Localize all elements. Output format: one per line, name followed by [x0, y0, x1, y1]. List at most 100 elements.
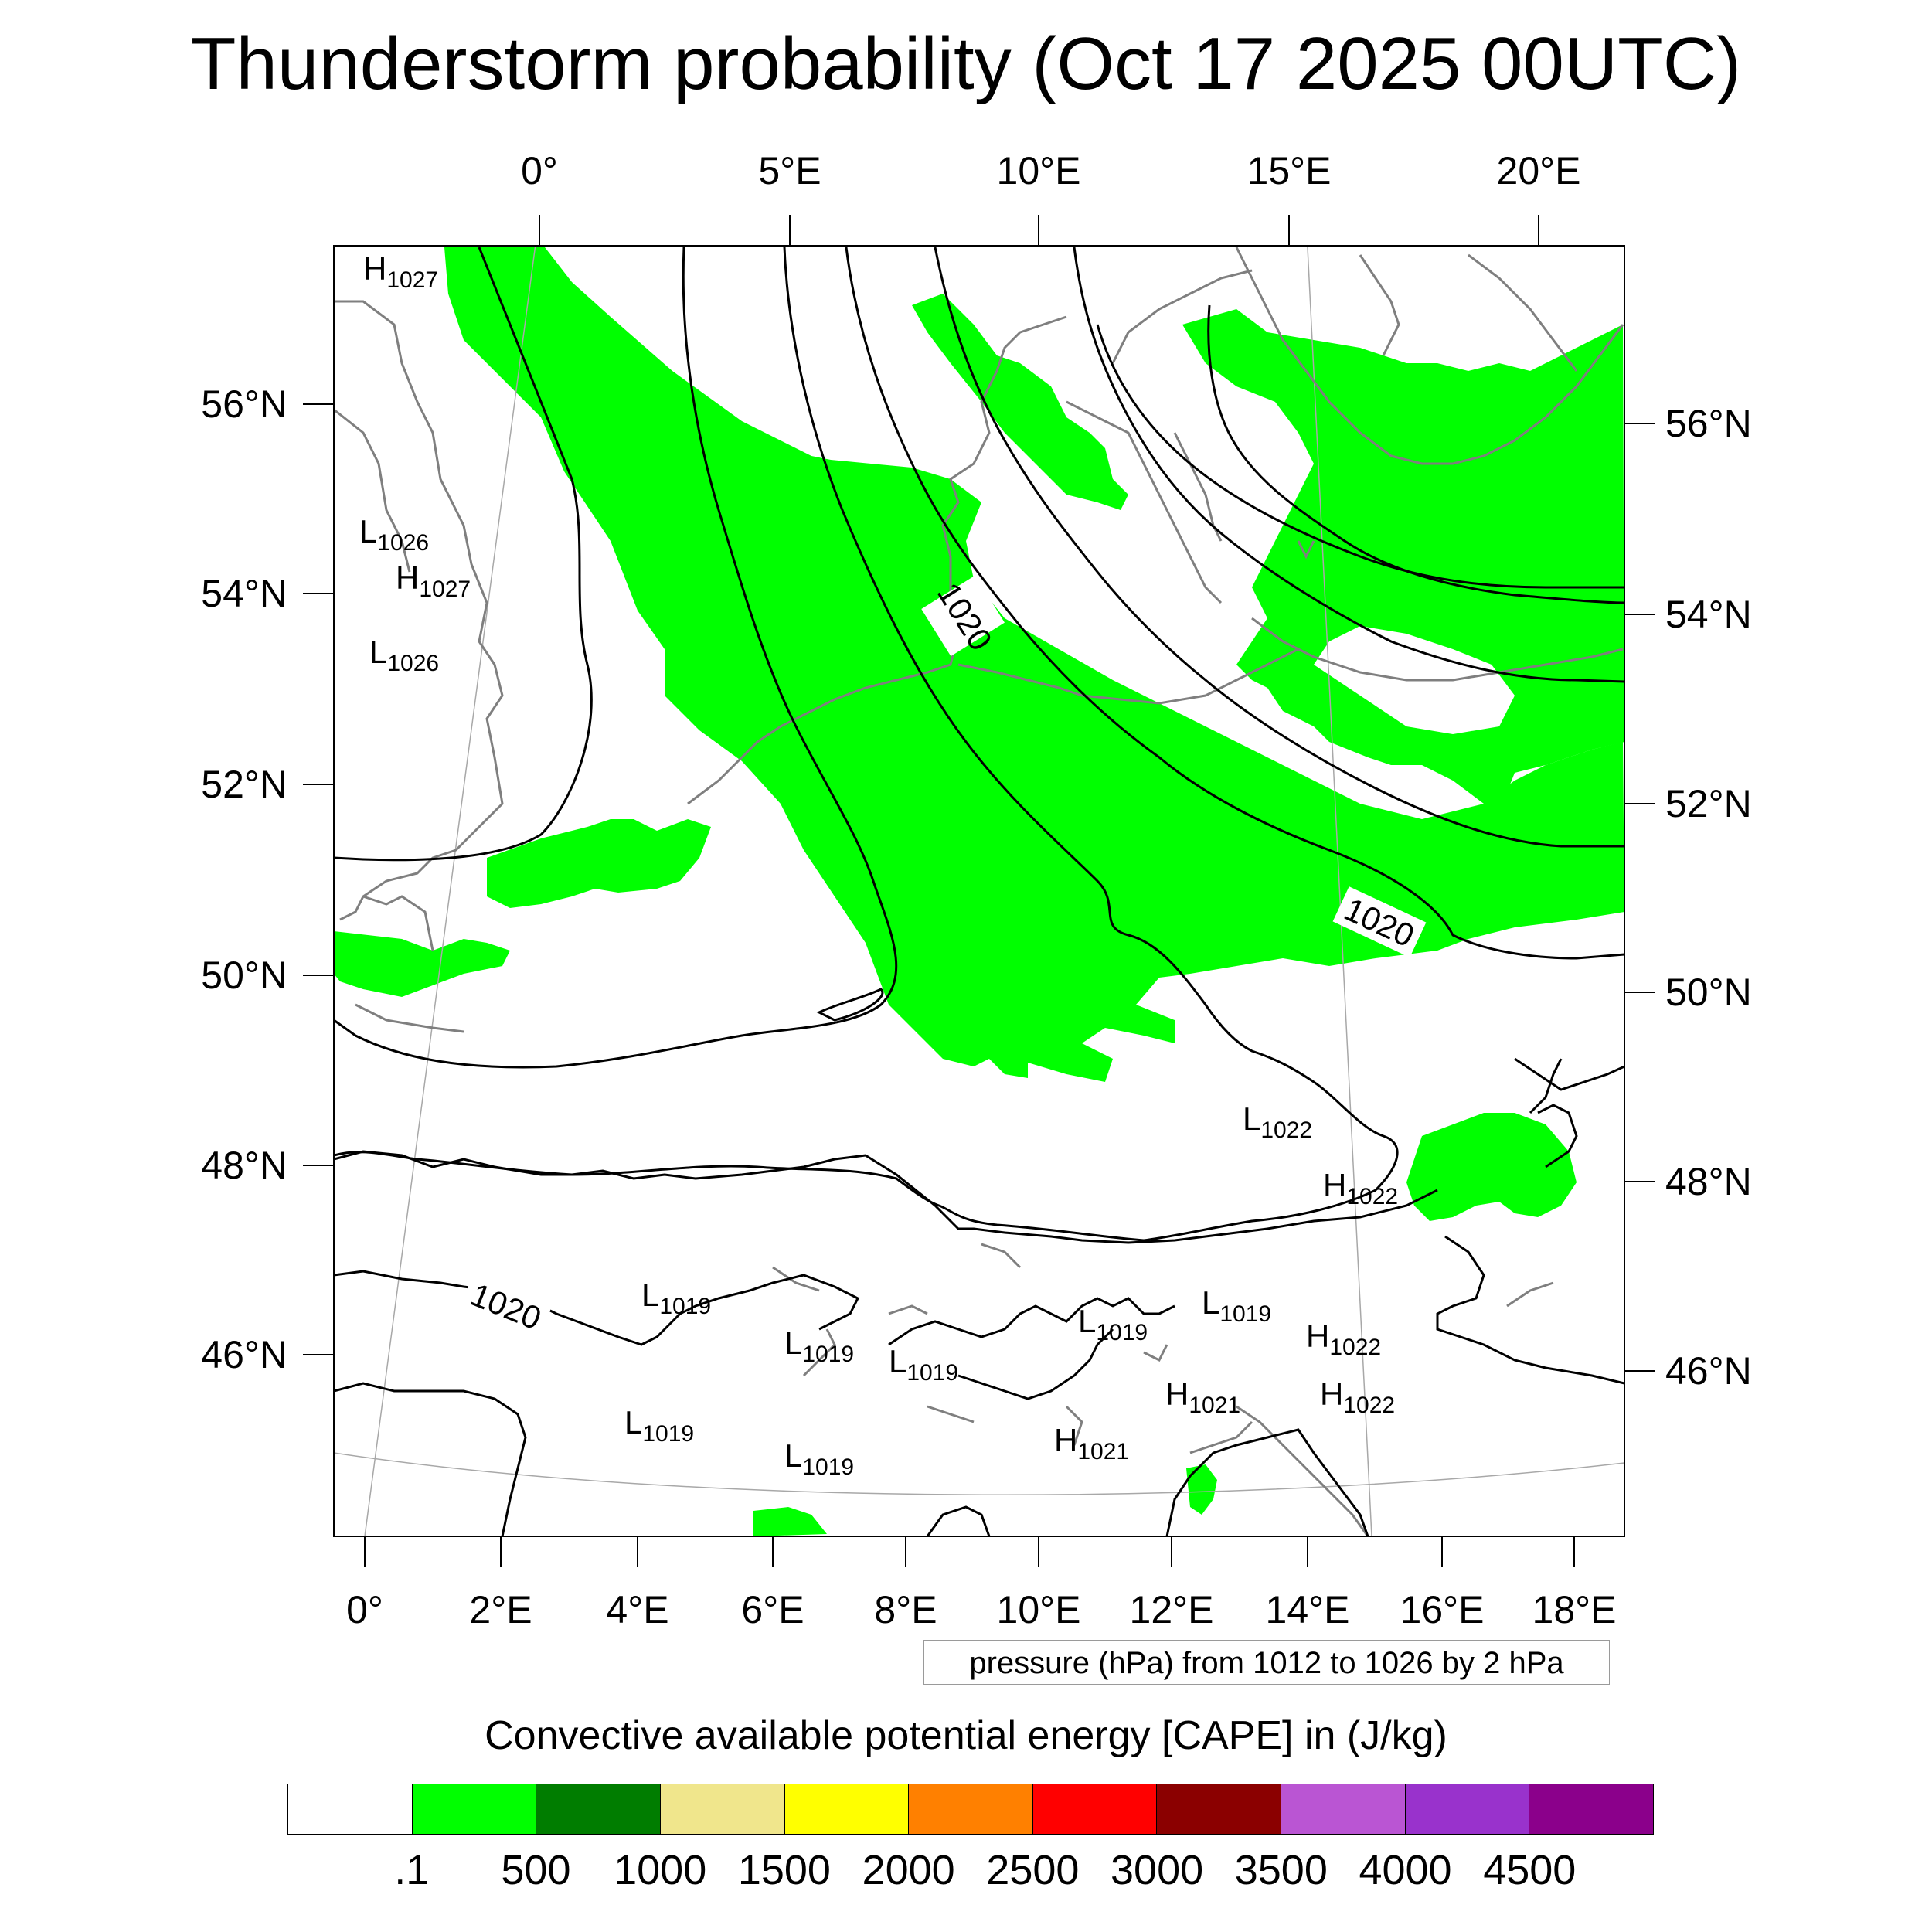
plot-frame — [333, 245, 1625, 1537]
bottom-lon-label: 4°E — [606, 1588, 668, 1631]
colorbar-labels: .1 500 1000 1500 2000 2500 3000 3500 4000 4500 — [287, 1845, 1654, 1900]
isobar — [334, 247, 898, 1069]
right-lat-label: 52°N — [1665, 782, 1752, 825]
cape-alps — [1186, 1464, 1217, 1515]
colorbar-box — [784, 1784, 910, 1834]
colorbar-label: 3500 — [1234, 1847, 1328, 1893]
isobar — [334, 247, 1399, 1242]
colorbar-label: 500 — [501, 1847, 571, 1893]
top-lon-label: 5°E — [758, 149, 821, 192]
pressure-center: L1026 — [369, 634, 439, 676]
left-lat-label: 54°N — [201, 572, 287, 615]
colorbar-box — [1529, 1784, 1654, 1834]
isobar — [334, 1382, 527, 1536]
pressure-center: L1019 — [1202, 1284, 1271, 1327]
isobar — [934, 247, 1624, 848]
pressure-centers: H1027 L1026 H1027 L1026 L1022 H1022 L101… — [359, 250, 1398, 1480]
cape-south — [753, 1507, 827, 1536]
right-lat-label: 48°N — [1665, 1160, 1752, 1203]
bottom-lon-label: 14°E — [1266, 1588, 1350, 1631]
pressure-center: L1019 — [784, 1437, 854, 1480]
colorbar-label: 1500 — [737, 1847, 831, 1893]
pressure-center: H1021 — [1165, 1376, 1240, 1418]
pressure-contour-note: pressure (hPa) from 1012 to 1026 by 2 hP… — [923, 1640, 1610, 1685]
isobar — [1073, 247, 1624, 683]
pressure-center: L1019 — [624, 1404, 694, 1447]
colorbar-box — [1157, 1784, 1282, 1834]
pressure-center: L1019 — [889, 1343, 958, 1386]
isobar — [845, 247, 1624, 960]
isobar — [816, 988, 884, 1022]
top-lon-label: 10°E — [997, 149, 1081, 192]
colorbar — [287, 1784, 1654, 1835]
left-lat-label: 48°N — [201, 1144, 287, 1187]
isobar — [1529, 1058, 1563, 1114]
isobar — [926, 1505, 991, 1536]
bottom-lon-label: 0° — [346, 1588, 383, 1631]
bottom-lon-label: 10°E — [997, 1588, 1081, 1631]
left-lat-label: 52°N — [201, 763, 287, 806]
isobar — [1096, 324, 1624, 589]
bottom-lon-label: 2°E — [469, 1588, 532, 1631]
pressure-center: L1019 — [784, 1325, 854, 1367]
colorbar-label: 4000 — [1359, 1847, 1452, 1893]
bottom-lon-label: 16°E — [1400, 1588, 1485, 1631]
pressure-center: H1022 — [1323, 1167, 1398, 1209]
cape-channel — [334, 931, 510, 997]
isobar — [334, 1270, 860, 1346]
colorbar-box — [1032, 1784, 1158, 1834]
top-lon-label: 15°E — [1247, 149, 1332, 192]
isobar — [334, 247, 593, 862]
bottom-lon-label: 18°E — [1532, 1588, 1617, 1631]
colorbar-box — [536, 1784, 661, 1834]
pressure-center: H1021 — [1054, 1422, 1129, 1464]
colorbar-label: 4500 — [1483, 1847, 1577, 1893]
right-lat-label: 46°N — [1665, 1349, 1752, 1393]
cape-band-uk — [487, 819, 711, 908]
isobar — [1436, 1235, 1624, 1385]
colorbar-label: 1000 — [614, 1847, 707, 1893]
colorbar-box — [1281, 1784, 1406, 1834]
pressure-center: L1019 — [1078, 1303, 1148, 1345]
colorbar-box — [412, 1784, 537, 1834]
pressure-center: H1022 — [1320, 1376, 1395, 1418]
graticule — [334, 246, 1624, 1536]
colorbar-label: .1 — [394, 1847, 430, 1893]
right-lat-label: 54°N — [1665, 593, 1752, 636]
pressure-center: L1019 — [641, 1277, 711, 1319]
top-lon-label: 20°E — [1497, 149, 1581, 192]
tick-marks — [303, 215, 1655, 1567]
isobar — [334, 1150, 1438, 1244]
cape-baltic — [912, 294, 1128, 510]
right-lat-label: 56°N — [1665, 402, 1752, 445]
isobars — [334, 247, 1624, 1536]
bottom-lon-label: 6°E — [741, 1588, 804, 1631]
isobar-label: 1020 — [466, 1276, 546, 1337]
isobar — [1537, 1104, 1578, 1168]
chart-title: Thunderstorm probability (Oct 17 2025 00… — [190, 22, 1742, 105]
cape-band-main — [444, 247, 1624, 1082]
pressure-center: H1022 — [1306, 1318, 1381, 1360]
pressure-center: H1027 — [396, 560, 471, 602]
colorbar-label: 2500 — [986, 1847, 1080, 1893]
isobar — [888, 1297, 1175, 1346]
cape-se — [1406, 1113, 1577, 1221]
left-lat-label: 46°N — [201, 1333, 287, 1376]
left-lat-label: 50°N — [201, 954, 287, 997]
cape-shading — [334, 247, 1624, 1536]
bottom-lon-label: 8°E — [874, 1588, 937, 1631]
bottom-lon-label: 12°E — [1130, 1588, 1214, 1631]
isobar — [1207, 304, 1624, 604]
isobar — [1165, 1428, 1369, 1536]
colorbar-label: 3000 — [1111, 1847, 1204, 1893]
axis-labels: 0° 5°E 10°E 15°E 20°E 0° 2°E 4°E 6°E 8°E… — [201, 149, 1751, 1631]
pressure-center: L1022 — [1243, 1100, 1312, 1143]
cape-east-main — [1182, 309, 1624, 811]
pressure-center: L1026 — [359, 513, 429, 556]
colorbar-label: 2000 — [862, 1847, 955, 1893]
pressure-center: H1027 — [363, 250, 438, 293]
colorbar-box — [1405, 1784, 1530, 1834]
right-lat-label: 50°N — [1665, 971, 1752, 1014]
colorbar-box — [660, 1784, 785, 1834]
